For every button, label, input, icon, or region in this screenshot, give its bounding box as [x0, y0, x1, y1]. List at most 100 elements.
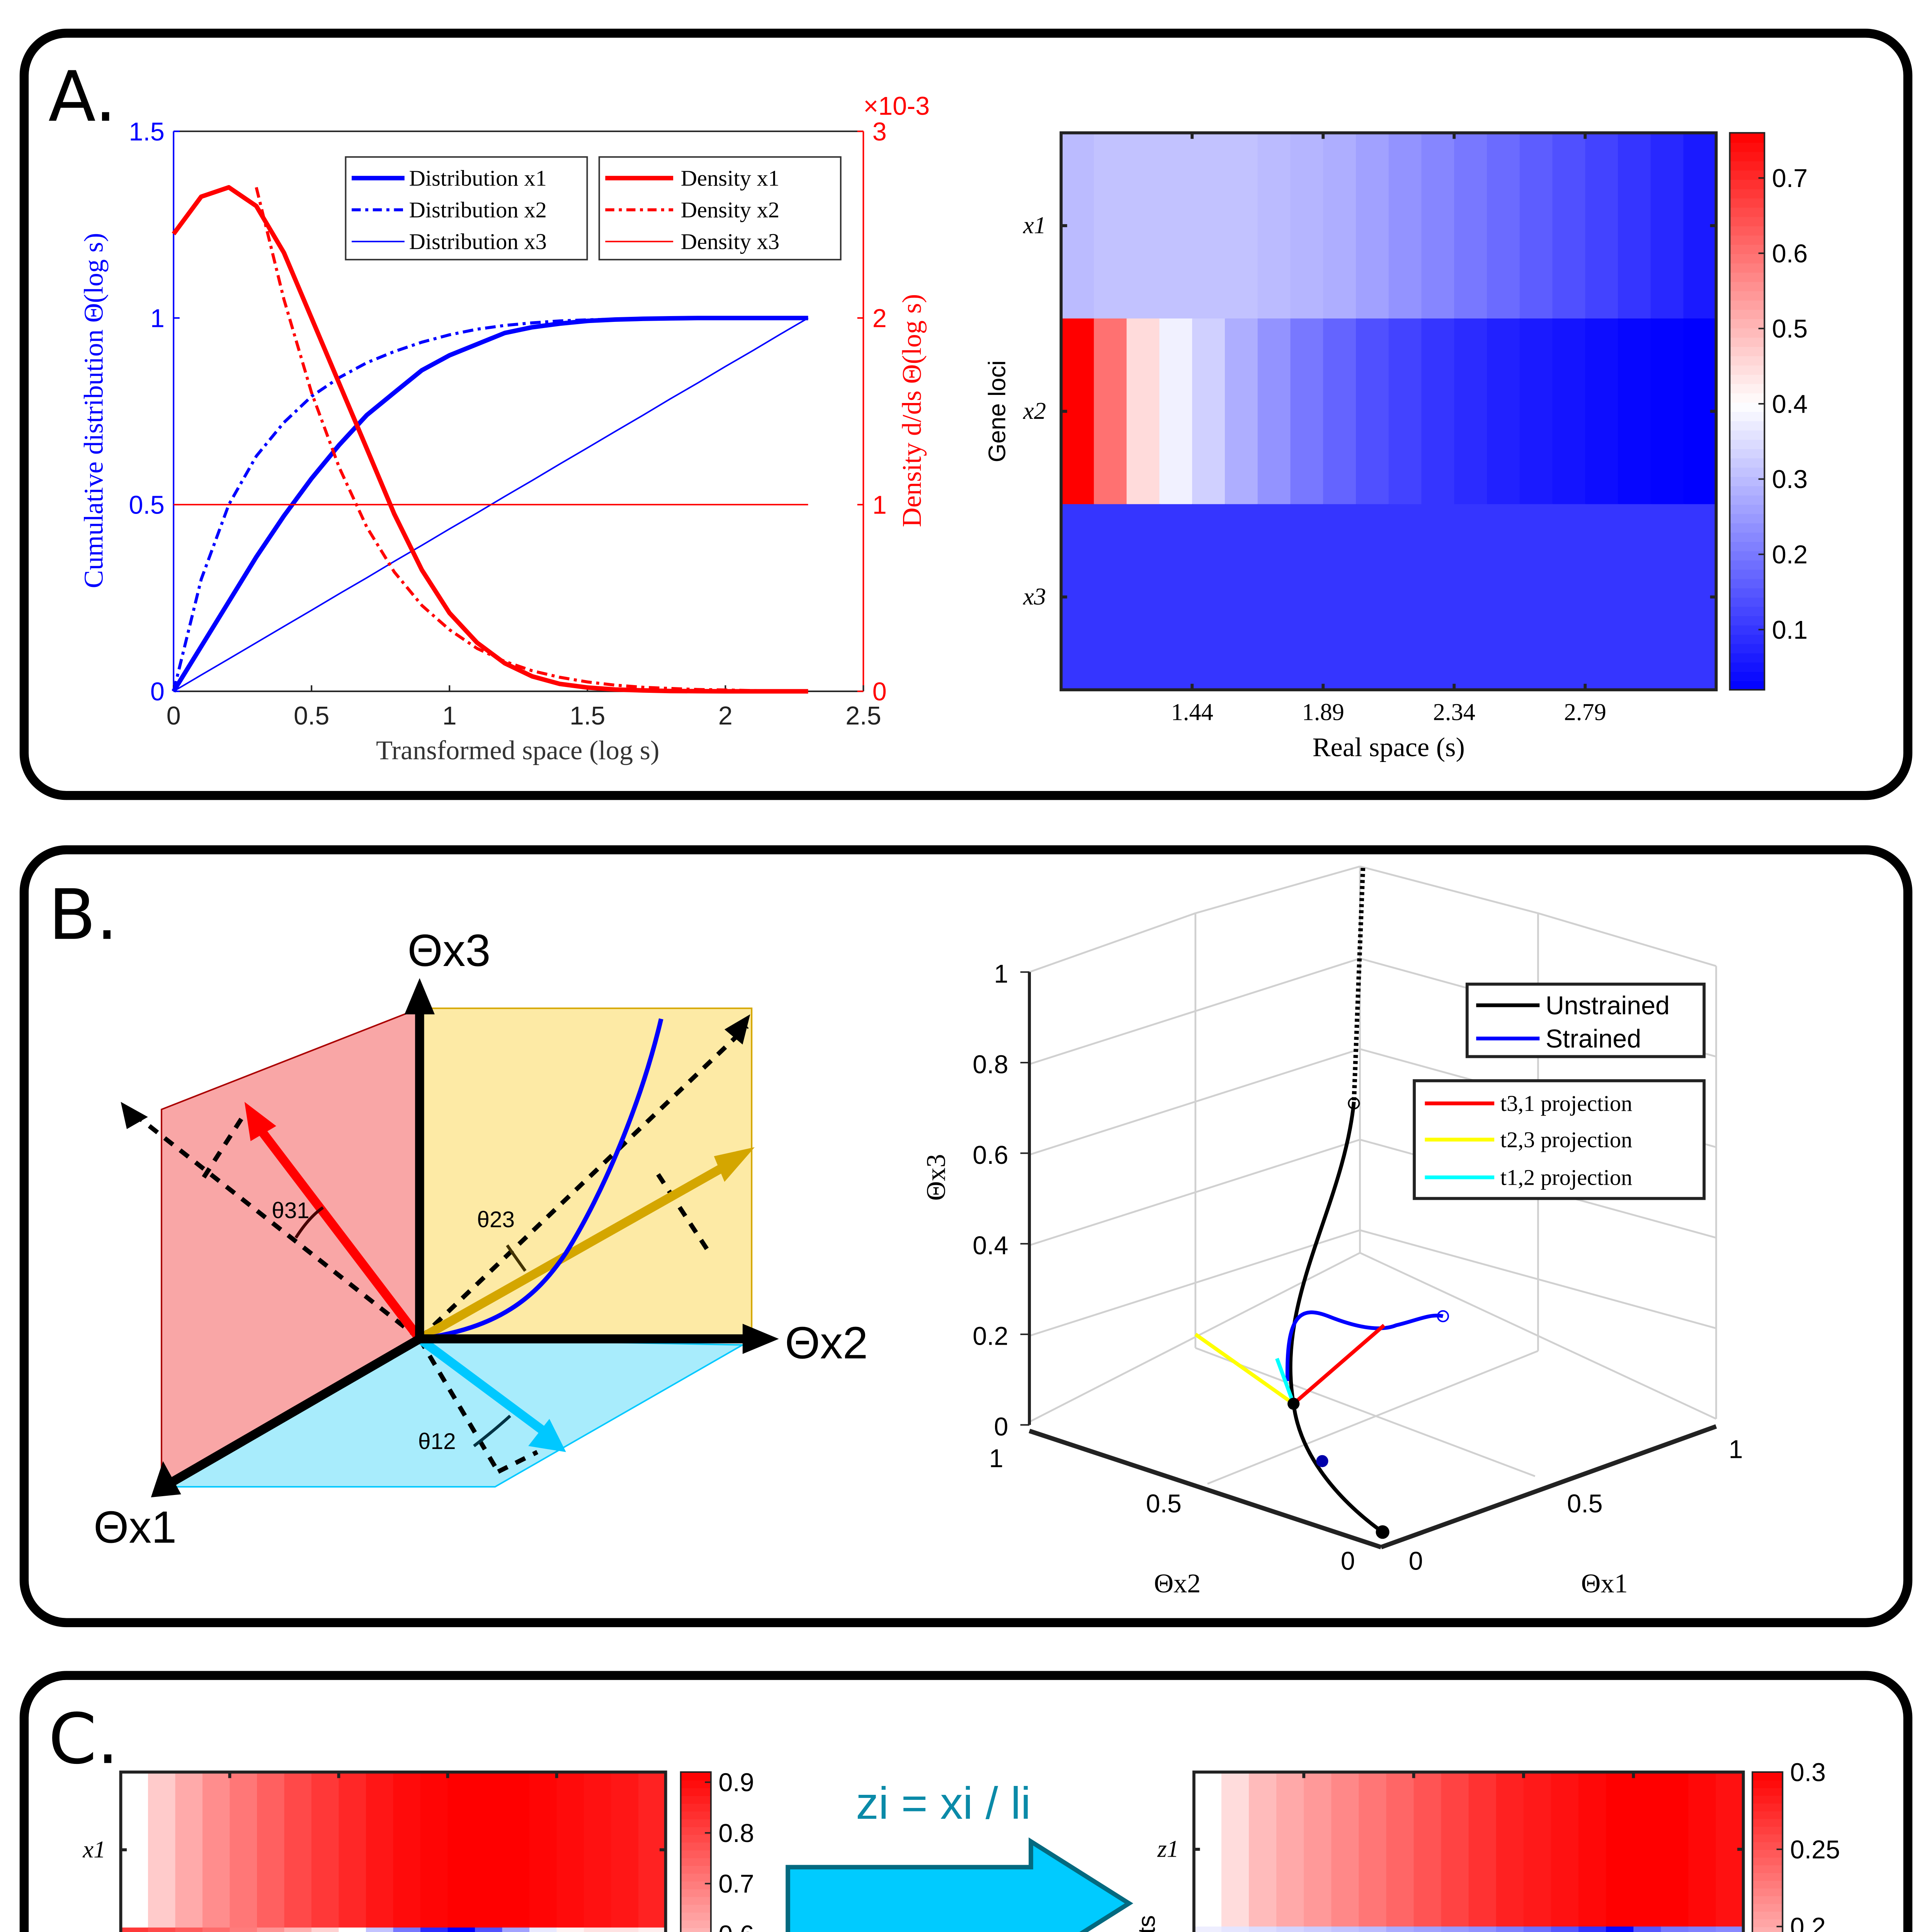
- colorbar-segment: [680, 1896, 711, 1905]
- colorbar-segment: [1730, 160, 1765, 171]
- x-tick-label: 1.44: [1171, 698, 1213, 725]
- colorbar-tick-label: 0.5: [1772, 315, 1808, 344]
- heatmap-cell: [529, 1772, 558, 1928]
- x1-axis: [1380, 1424, 1717, 1549]
- heatmap-cell: [1094, 504, 1128, 690]
- colorbar-tick-label: 0.2: [1772, 541, 1808, 569]
- heatmap-cell: [1126, 318, 1160, 505]
- marker-start: [1348, 1097, 1360, 1110]
- colorbar-border: [1752, 1771, 1784, 1932]
- label-theta-x2: Θx2: [785, 1318, 868, 1368]
- heatmap-cell: [1578, 1926, 1607, 1932]
- colorbar-segment: [1752, 1811, 1783, 1819]
- z-tick-label: 1: [994, 960, 1008, 988]
- colorbar-segment: [1730, 346, 1765, 356]
- colorbar-segment: [1730, 281, 1765, 291]
- heatmap-cell: [366, 1927, 394, 1932]
- colorbar-segment: [680, 1888, 711, 1897]
- heatmap-cell: [1249, 1926, 1277, 1932]
- label-theta-x1: Θx1: [94, 1502, 177, 1552]
- heatmap-cell: [1290, 133, 1324, 319]
- colorbar-segment: [680, 1850, 711, 1858]
- colorbar-segment: [680, 1834, 711, 1843]
- colorbar-segment: [1752, 1826, 1783, 1835]
- heatmap-cell: [1388, 318, 1422, 505]
- arrowhead: [121, 1102, 148, 1129]
- x1-tick-label: 1: [1729, 1435, 1743, 1464]
- colorbar-segment: [1752, 1818, 1783, 1827]
- colorbar-segment: [1730, 569, 1765, 579]
- colorbar-segment: [1730, 253, 1765, 264]
- heatmap-cell: [638, 1927, 667, 1932]
- colorbar-segment: [1730, 235, 1765, 245]
- colorbar-tick-label: 0.1: [1772, 616, 1808, 645]
- angle-arc-12: [473, 1415, 511, 1447]
- heatmap-cell: [1454, 318, 1488, 505]
- colorbar-segment: [1730, 309, 1765, 319]
- colorbar-segment: [1752, 1841, 1783, 1850]
- colorbar-segment: [1752, 1918, 1783, 1927]
- heatmap-cell: [1519, 133, 1553, 319]
- heatmap-cell: [1225, 318, 1259, 505]
- heatmap-cell: [556, 1772, 585, 1928]
- label-theta-x3: Θx3: [408, 925, 491, 976]
- heatmap-cell: [1359, 1772, 1387, 1927]
- marker-strained-end: [1437, 1310, 1449, 1322]
- colorbar-segment: [1730, 393, 1765, 403]
- label-angle-12: θ12: [418, 1429, 456, 1454]
- colorbar-segment: [1730, 634, 1765, 644]
- colorbar-segment: [680, 1873, 711, 1882]
- x2-tick-label: 0: [1341, 1547, 1355, 1576]
- heatmap-cell: [1304, 1772, 1332, 1927]
- colorbar-segment: [1730, 495, 1765, 505]
- heatmap-cell: [366, 1772, 394, 1928]
- z-tick-label: 0.2: [973, 1322, 1008, 1351]
- heatmap-cell: [1578, 1772, 1607, 1927]
- colorbar-segment: [1752, 1833, 1783, 1842]
- colorbar-segment: [1730, 513, 1765, 524]
- colorbar-segment: [680, 1865, 711, 1874]
- heatmap-cell: [1618, 318, 1652, 505]
- colorbar-segment: [1730, 142, 1765, 152]
- heatmap-cell: [1421, 504, 1455, 690]
- colorbar-segment: [1730, 263, 1765, 273]
- x-tick-label: 2.34: [1433, 698, 1475, 725]
- colorbar-segment: [680, 1795, 711, 1804]
- heatmap-cell: [1304, 1926, 1332, 1932]
- heatmap-cell: [284, 1772, 313, 1928]
- legend-item: Strained: [1546, 1025, 1641, 1053]
- heatmap-cell: [1221, 1772, 1250, 1927]
- heatmap-cell: [1359, 1926, 1387, 1932]
- colorbar-segment: [680, 1803, 711, 1812]
- axis-x2-head: [742, 1323, 779, 1354]
- heatmap-cell: [1323, 318, 1357, 505]
- heatmap-cell: [1192, 318, 1226, 505]
- heatmap-cell: [1421, 133, 1455, 319]
- colorbar-segment: [1752, 1911, 1783, 1920]
- y-right-tick-label: 1: [872, 491, 887, 519]
- heatmap-cell: [393, 1772, 422, 1928]
- colorbar-segment: [1730, 197, 1765, 208]
- heatmap-cell: [1551, 1926, 1580, 1932]
- colorbar-segment: [1730, 550, 1765, 561]
- heatmap-cell: [1159, 318, 1193, 505]
- label-angle-23: θ23: [477, 1207, 515, 1232]
- heatmap-cell: [175, 1772, 204, 1928]
- colorbar-segment: [1752, 1803, 1783, 1811]
- heatmap-cell: [1468, 1926, 1497, 1932]
- colorbar-segment: [680, 1787, 711, 1796]
- axis-x3-head: [404, 978, 435, 1015]
- colorbar-segment: [1730, 365, 1765, 375]
- unstrained-curve-dotted: [1352, 867, 1366, 1102]
- x-tick-label: 2.5: [845, 702, 881, 730]
- heatmap-cell: [475, 1772, 503, 1928]
- heatmap-cell: [1523, 1926, 1552, 1932]
- heatmap-cell: [1192, 504, 1226, 690]
- axis-x1: [167, 1335, 422, 1488]
- colorbar-segment: [1730, 226, 1765, 236]
- colorbar-segment: [1730, 467, 1765, 477]
- heatmap-cell: [1257, 318, 1291, 505]
- colorbar-segment: [1730, 680, 1765, 690]
- colorbar-tick-label: 0.9: [718, 1769, 754, 1797]
- row-label: x1: [82, 1836, 105, 1863]
